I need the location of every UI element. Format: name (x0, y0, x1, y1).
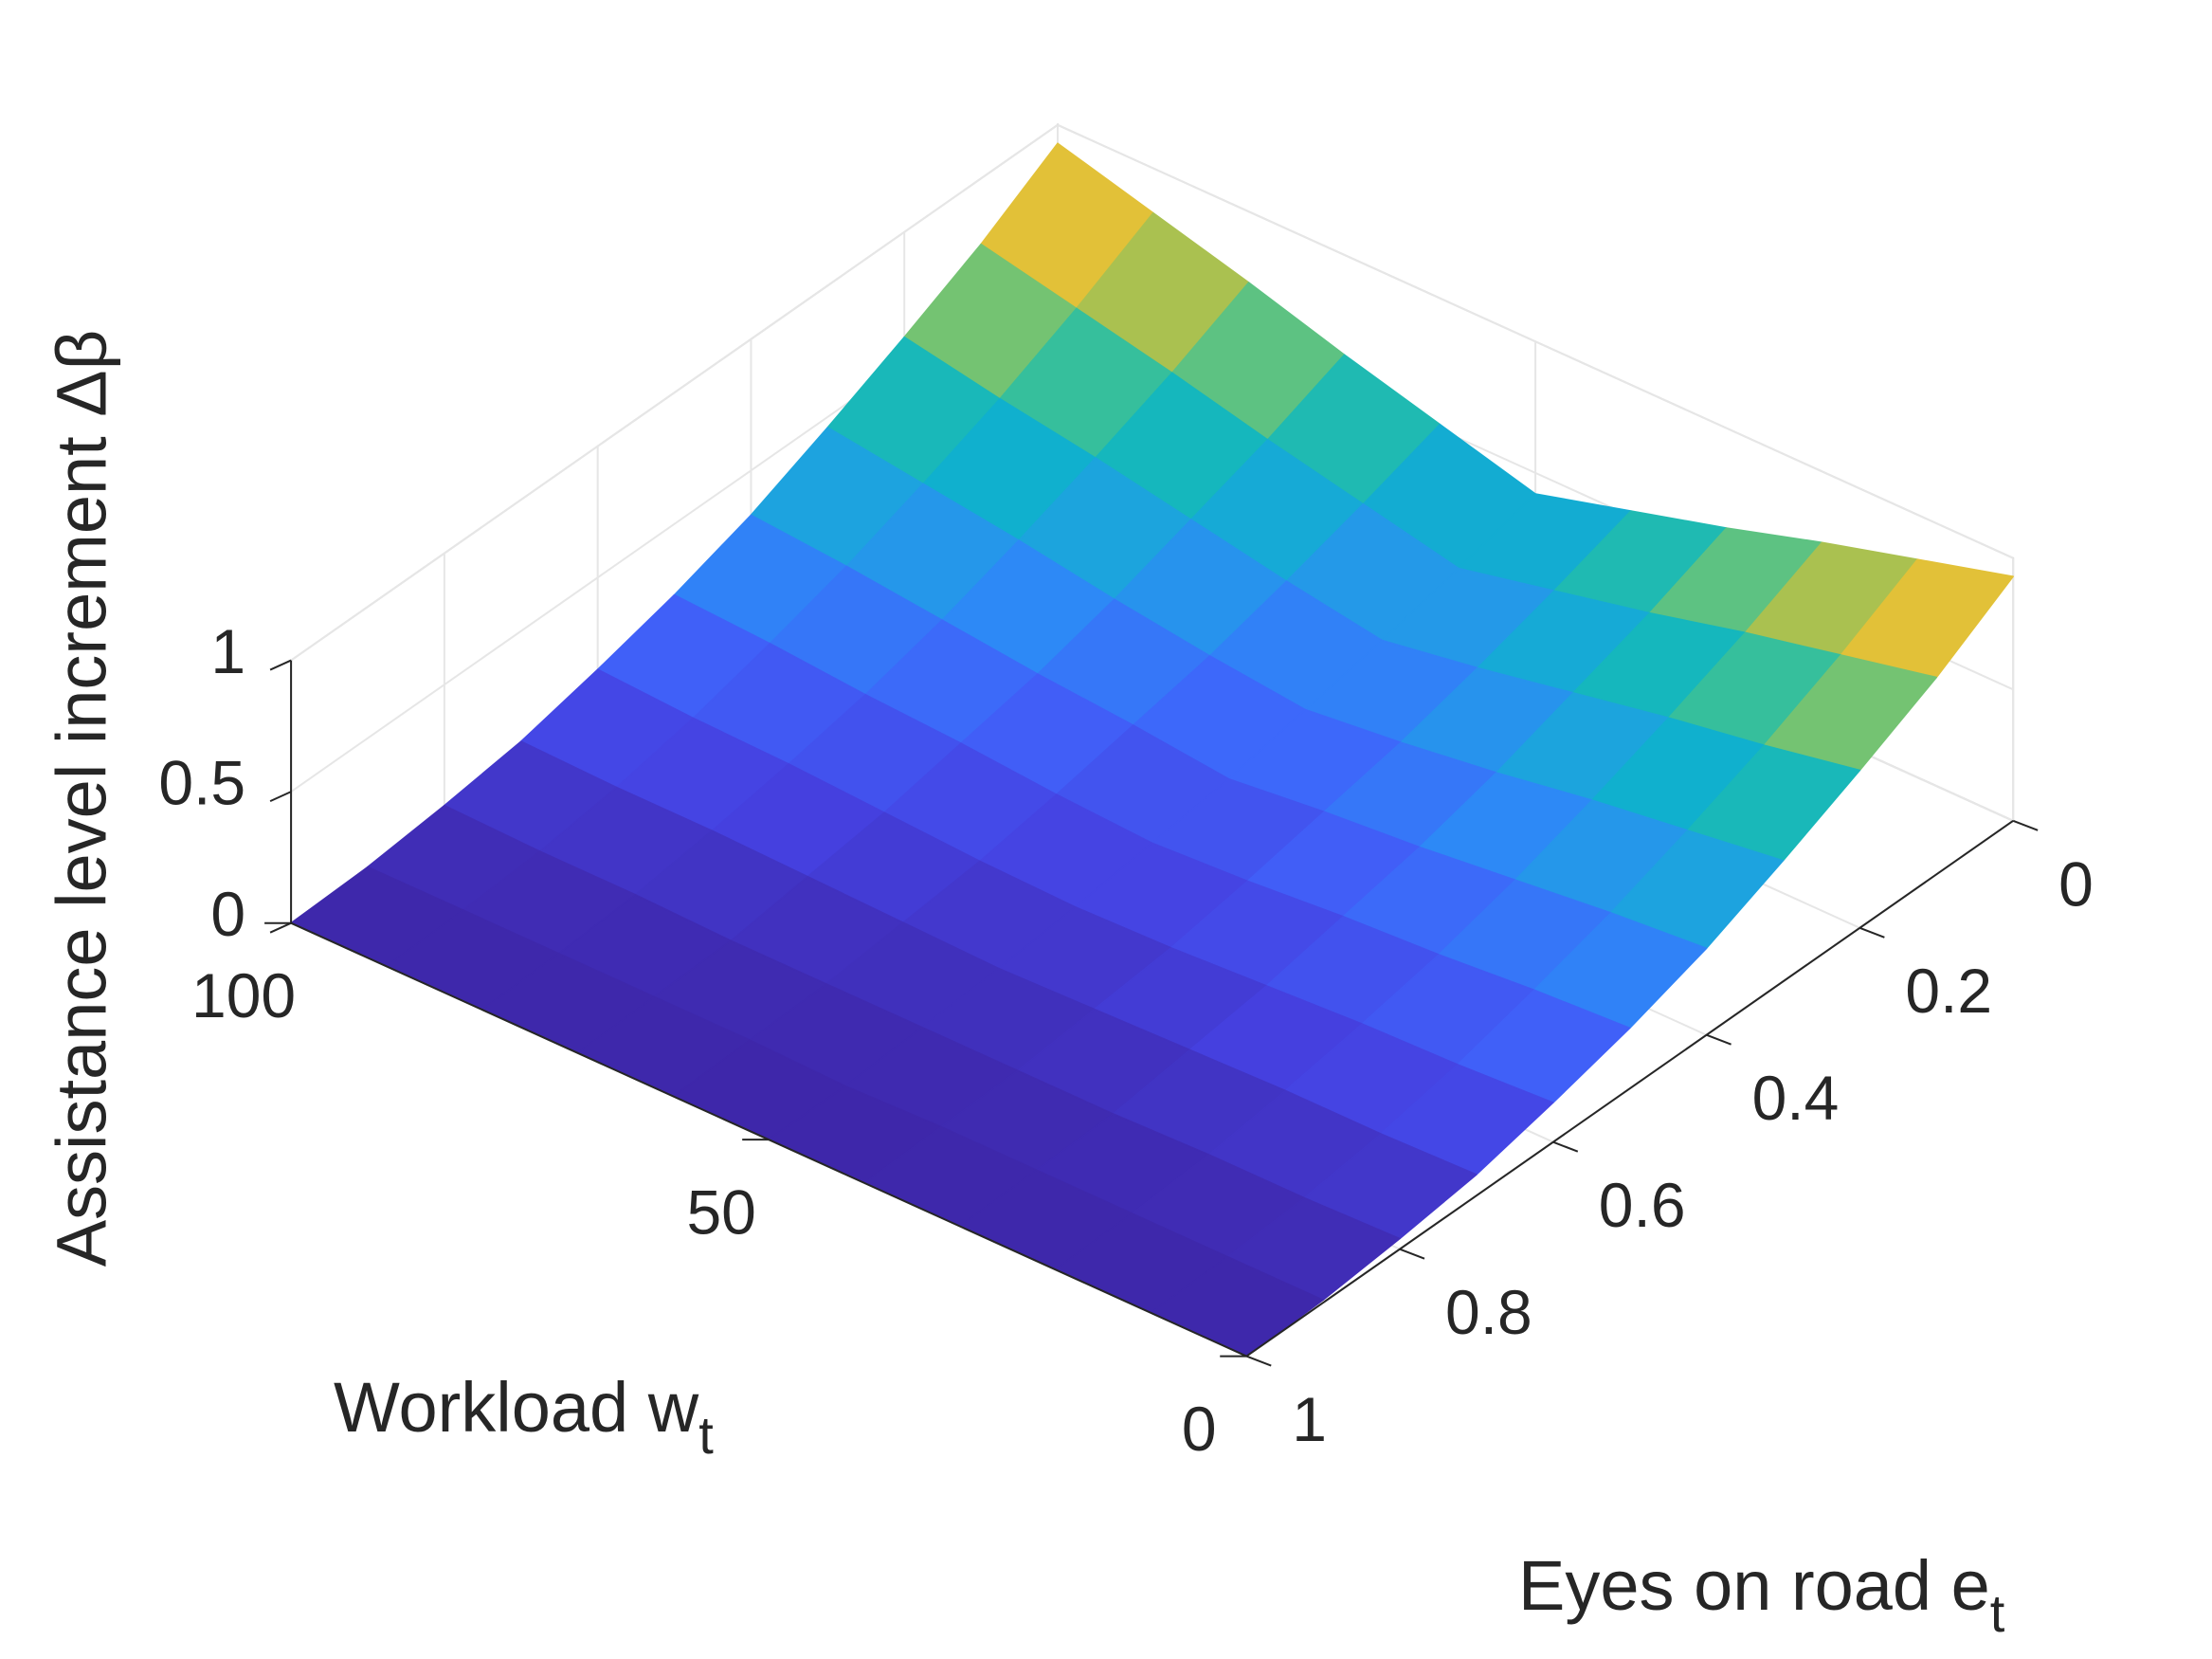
x-tick-label: 0.8 (1445, 1277, 1532, 1347)
y-tick-label: 0 (1182, 1394, 1217, 1464)
y-tick-label: 50 (686, 1177, 755, 1248)
x-tick-label: 0.6 (1599, 1170, 1686, 1240)
y-tick-label: 100 (191, 960, 296, 1030)
tick-mark (269, 921, 292, 934)
x-axis-label-text: Eyes on road e (1518, 1546, 1990, 1625)
z-tick-label: 0 (210, 879, 245, 949)
z-tick-label: 0.5 (158, 748, 245, 818)
x-tick-label: 1 (1292, 1384, 1327, 1454)
tick-mark (1859, 926, 1885, 939)
grid-line (290, 124, 1059, 662)
x-axis-label-subscript: t (1990, 1583, 2005, 1643)
x-tick-label: 0.2 (1905, 956, 1992, 1026)
tick-mark (1706, 1033, 1732, 1046)
x-tick-label: 0 (2058, 848, 2094, 919)
grid-line (1057, 123, 2014, 559)
x-tick-label: 0.4 (1752, 1063, 1840, 1133)
tick-mark (269, 659, 292, 671)
y-axis-label: Workload wt (334, 1368, 714, 1465)
x-axis-label: Eyes on road et (1518, 1546, 2005, 1643)
z-tick-label: 1 (210, 616, 245, 686)
axes: 0 0.5 1 0 50 100 0 0.2 0.4 0.6 0.8 1 (158, 616, 2094, 1464)
axis-line (1245, 820, 2014, 1358)
tick-mark (1245, 1355, 1272, 1367)
y-axis-label-text: Workload w (334, 1368, 699, 1447)
tick-mark (2012, 819, 2039, 831)
tick-mark (269, 791, 292, 803)
y-axis-label-subscript: t (698, 1405, 714, 1465)
tick-mark (1552, 1140, 1579, 1153)
z-axis-label: Assistance level increment Δβ (43, 330, 121, 1267)
tick-mark (1399, 1248, 1425, 1260)
surface (290, 142, 2014, 1358)
